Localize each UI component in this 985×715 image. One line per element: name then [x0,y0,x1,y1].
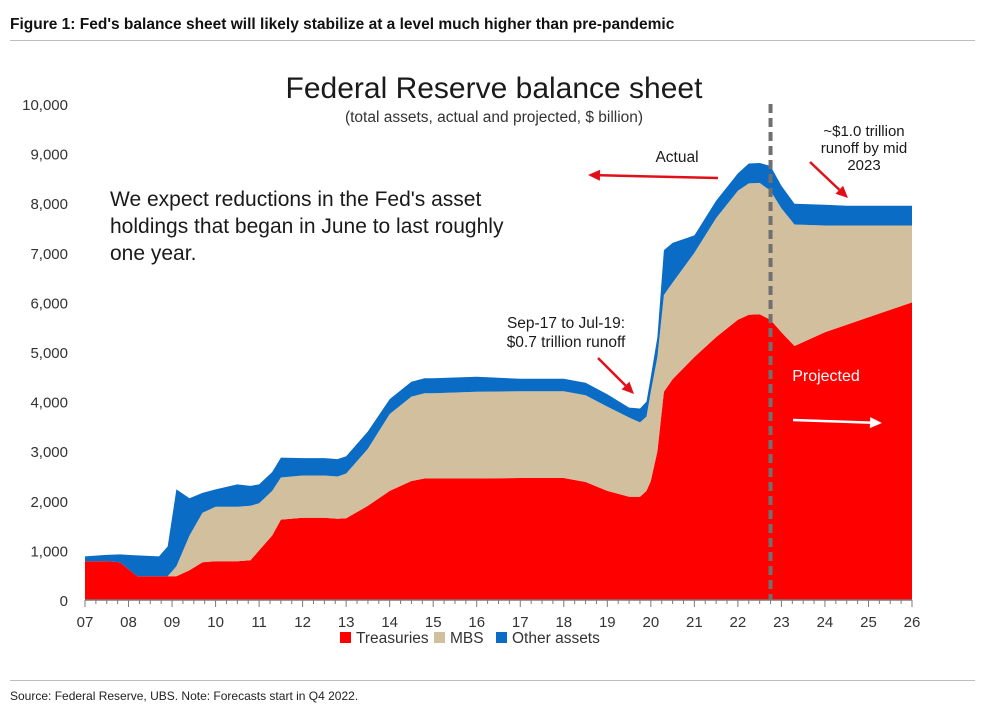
y-tick-label: 0 [60,593,68,610]
y-tick-label: 8,000 [30,196,68,213]
legend-swatch [434,632,445,643]
x-tick-label: 16 [468,614,485,631]
arrow-head [621,381,634,394]
other-assets-area [85,163,912,577]
x-tick-label: 14 [381,614,398,631]
x-tick-label: 19 [599,614,616,631]
legend-swatch [340,632,351,643]
x-tick-label: 13 [338,614,355,631]
arrow-head [588,169,601,181]
y-tick-label: 5,000 [30,345,68,362]
runoff-2023-note-line: ~$1.0 trillion [823,123,904,140]
figure-title: Figure 1: Fed's balance sheet will likel… [10,16,675,33]
y-tick-label: 4,000 [30,395,68,412]
expectation-note-line: holdings that began in June to last roug… [110,215,504,238]
runoff-2017-note-line: Sep-17 to Jul-19: [507,315,625,332]
axes: 0 1,000 2,000 3,000 4,000 5,000 6,000 7,000 8,00… [22,97,68,610]
x-tick-label: 15 [425,614,442,631]
runoff-2023-arrow [809,161,848,198]
legend-swatch [496,632,507,643]
y-tick-label: 3,000 [30,444,68,461]
y-tick-label: 9,000 [30,147,68,164]
x-tick-label: 09 [164,614,181,631]
treasuries-area [85,302,912,600]
y-tick-label: 2,000 [30,494,68,511]
x-tick-label: 26 [904,614,921,631]
x-tick-label: 17 [512,614,529,631]
x-tick-label: 07 [77,614,94,631]
y-tick-label: 1,000 [30,543,68,560]
x-tick-label: 21 [686,614,703,631]
stacked-areas [85,163,912,600]
x-tick-label: 22 [730,614,747,631]
projected-arrow [792,417,882,429]
annotation-layer: Federal Reserve balance sheet (total asse… [110,72,907,429]
x-tick-label: 24 [817,614,834,631]
x-tick-label: 12 [294,614,311,631]
axis-layer: 07 08 09 10 11 12 13 14 15 16 17 18 19 20 21 22 23 24 25 26 [77,599,921,631]
legend: Treasuries MBS Other assets [340,630,600,647]
runoff-2017-arrow [597,357,634,394]
legend-label: Other assets [512,630,600,647]
actual-arrow [588,169,719,181]
x-tick-label: 20 [642,614,659,631]
bottom-rule [10,680,975,681]
projected-label: Projected [792,368,860,385]
x-tick-label: 10 [207,614,224,631]
x-tick-label: 08 [120,614,137,631]
x-tick-label: 25 [860,614,877,631]
source-note: Source: Federal Reserve, UBS. Note: Fore… [10,689,359,703]
expectation-note-line: one year. [110,242,196,265]
y-tick-label: 10,000 [22,97,68,114]
runoff-2023-note-line: 2023 [847,157,880,174]
arrow-shaft [599,174,719,180]
x-tick-label: 23 [773,614,790,631]
x-tick-label: 18 [555,614,572,631]
arrow-shaft [792,418,871,424]
y-tick-label: 7,000 [30,246,68,263]
x-tick-label: 11 [251,614,267,631]
y-tick-label: 6,000 [30,295,68,312]
actual-label: Actual [655,149,698,166]
runoff-2023-note-line: runoff by mid [821,140,907,157]
top-rule [10,40,975,41]
chart-subtitle: (total assets, actual and projected, $ b… [345,109,643,126]
arrow-shaft [597,357,627,387]
legend-label: MBS [450,630,484,647]
expectation-note-line: We expect reductions in the Fed's asset [110,188,481,211]
arrow-head [869,417,882,429]
arrow-shaft [809,161,841,191]
chart-title: Federal Reserve balance sheet [286,72,704,105]
legend-label: Treasuries [356,630,429,647]
arrow-head [835,185,848,198]
mbs-area [85,182,912,577]
runoff-2017-note-line: $0.7 trillion runoff [507,334,626,351]
